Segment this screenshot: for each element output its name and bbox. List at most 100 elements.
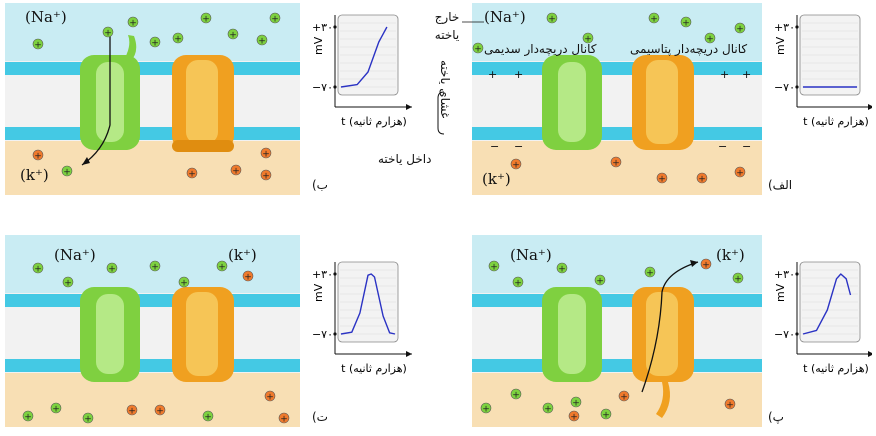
ion-charge-plus: + bbox=[612, 159, 620, 169]
k-ion-label: (k⁺) bbox=[228, 246, 257, 264]
ion-charge-plus: + bbox=[558, 265, 566, 275]
tick-dot bbox=[795, 25, 799, 29]
y-tick-bottom: −۷۰ bbox=[312, 81, 333, 94]
x-axis-label: t (هزارم ثانیه) bbox=[341, 115, 407, 128]
svg-text:−: − bbox=[742, 140, 751, 153]
y-tick-bottom: −۷۰ bbox=[774, 81, 795, 94]
outside-cell-label: خارج یاخته bbox=[434, 10, 460, 42]
y-tick-bottom: −۷۰ bbox=[312, 328, 333, 341]
y-unit-label: mV bbox=[774, 36, 787, 55]
ion-charge-plus: + bbox=[104, 29, 112, 39]
membrane-charges: + + + + − − − − bbox=[488, 68, 751, 153]
k-channel-label: کانال دریچه‌دار پتاسیمی bbox=[630, 42, 748, 56]
x-axis-label: t (هزارم ثانیه) bbox=[803, 362, 869, 375]
ion-charge-plus: + bbox=[570, 413, 578, 423]
ion-charge-plus: + bbox=[34, 265, 42, 275]
ion-charge-plus: + bbox=[34, 41, 42, 51]
ion-charge-plus: + bbox=[602, 411, 610, 421]
ion-charge-plus: + bbox=[482, 405, 490, 415]
potential-curve bbox=[340, 26, 388, 88]
tick-dot bbox=[795, 272, 799, 276]
sodium-channel-closed bbox=[542, 287, 602, 382]
panel-be: + + + + + + + + + + + + + + + (Na⁺) (k⁺) ب) +۳۰ −۷۰ mV t… bbox=[0, 0, 430, 200]
y-tick-top: +۳۰ bbox=[312, 268, 333, 281]
x-axis-label: t (هزارم ثانیه) bbox=[803, 115, 869, 128]
ion-charge-plus: + bbox=[726, 401, 734, 411]
y-tick-top: +۳۰ bbox=[774, 21, 795, 34]
ion-charge-plus: + bbox=[474, 45, 482, 55]
ion-charge-plus: + bbox=[52, 405, 60, 415]
x-axis-label: t (هزارم ثانیه) bbox=[341, 362, 407, 375]
potassium-efflux-arrow bbox=[641, 261, 699, 393]
ion-charge-plus: + bbox=[34, 152, 42, 162]
membrane-potential-graph: +۳۰ −۷۰ mV t (هزارم ثانیه) bbox=[774, 261, 872, 375]
membrane-potential-graph: +۳۰ −۷۰ mV t (هزارم ثانیه) bbox=[774, 14, 872, 128]
y-unit-label: mV bbox=[774, 283, 787, 302]
ion-charge-plus: + bbox=[84, 415, 92, 425]
extracellular-region bbox=[472, 3, 762, 61]
ion-charge-plus: + bbox=[734, 275, 742, 285]
svg-text:−: − bbox=[490, 140, 499, 153]
intracellular-region bbox=[5, 373, 300, 427]
panel-letter: الف) bbox=[768, 178, 793, 192]
ion-charge-plus: + bbox=[151, 263, 159, 273]
ion-charge-plus: + bbox=[702, 261, 710, 271]
panel-alef: + + + + − − − − + + + + + + + + + + + + (Na⁺) (k⁺) خارج … bbox=[378, 0, 876, 200]
svg-text:−: − bbox=[718, 140, 727, 153]
ion-charge-plus: + bbox=[108, 265, 116, 275]
arrow-head bbox=[690, 260, 698, 267]
membrane-bracket bbox=[437, 91, 445, 135]
ion-charge-plus: + bbox=[151, 39, 159, 49]
na-ion-label: (Na⁺) bbox=[510, 246, 552, 264]
y-tick-top: +۳۰ bbox=[312, 21, 333, 34]
ion-charge-plus: + bbox=[258, 37, 266, 47]
inner-lipid-heads bbox=[472, 359, 762, 372]
ions-inside: + + + + + + + + bbox=[22, 390, 290, 425]
ion-charge-plus: + bbox=[174, 35, 182, 45]
ion-charge-plus: + bbox=[262, 150, 270, 160]
ion-charge-plus: + bbox=[180, 279, 188, 289]
outer-lipid-heads bbox=[5, 294, 300, 307]
panel-letter: ت) bbox=[312, 410, 328, 424]
tick-dot bbox=[795, 332, 799, 336]
x-axis-arrow bbox=[406, 104, 412, 110]
outer-lipid-heads bbox=[5, 62, 300, 75]
inner-lipid-heads bbox=[5, 359, 300, 372]
membrane-scene-te: + + + + + + + + + + + + + + + bbox=[5, 235, 300, 427]
y-unit-label: mV bbox=[312, 283, 325, 302]
intracellular-region bbox=[472, 141, 762, 195]
na-ion-label: (Na⁺) bbox=[54, 246, 96, 264]
k-ion-label: (k⁺) bbox=[20, 166, 49, 184]
ion-charge-plus: + bbox=[244, 273, 252, 283]
ion-charge-plus: + bbox=[156, 407, 164, 417]
intracellular-region bbox=[5, 141, 300, 195]
na-ions-outside: + + + + + + + bbox=[472, 12, 746, 55]
outer-lipid-heads bbox=[472, 294, 762, 307]
ion-charge-plus: + bbox=[736, 169, 744, 179]
y-tick-top: +۳۰ bbox=[774, 268, 795, 281]
ion-charge-plus: + bbox=[646, 269, 654, 279]
ion-charge-plus: + bbox=[129, 19, 137, 29]
ion-charge-plus: + bbox=[271, 15, 279, 25]
x-axis-arrow bbox=[868, 351, 872, 357]
k-ion-label: (k⁺) bbox=[482, 170, 511, 188]
potassium-channel-closed bbox=[632, 55, 694, 150]
potassium-channel-closed bbox=[172, 287, 234, 382]
inner-lipid-heads bbox=[472, 127, 762, 140]
ion-charge-plus: + bbox=[202, 15, 210, 25]
panel-te: + + + + + + + + + + + + + + + (Na⁺) (k⁺) ت) +۳۰ −۷۰ mV t… bbox=[0, 232, 430, 432]
svg-text:+: + bbox=[742, 68, 751, 81]
ion-charge-plus: + bbox=[620, 393, 628, 403]
ion-charge-plus: + bbox=[262, 172, 270, 182]
extracellular-region bbox=[5, 3, 300, 61]
membrane-potential-graph: +۳۰ −۷۰ mV t (هزارم ثانیه) bbox=[312, 14, 412, 128]
tick-dot bbox=[333, 332, 337, 336]
membrane-potential-graph: +۳۰ −۷۰ mV t (هزارم ثانیه) bbox=[312, 261, 412, 375]
ion-charge-plus: + bbox=[584, 35, 592, 45]
ions-outside: + + + + + + + bbox=[488, 258, 744, 289]
ion-charge-plus: + bbox=[650, 15, 658, 25]
ion-charge-plus: + bbox=[266, 393, 274, 403]
ion-charge-plus: + bbox=[548, 15, 556, 25]
ion-charge-plus: + bbox=[512, 161, 520, 171]
svg-text:+: + bbox=[514, 68, 523, 81]
